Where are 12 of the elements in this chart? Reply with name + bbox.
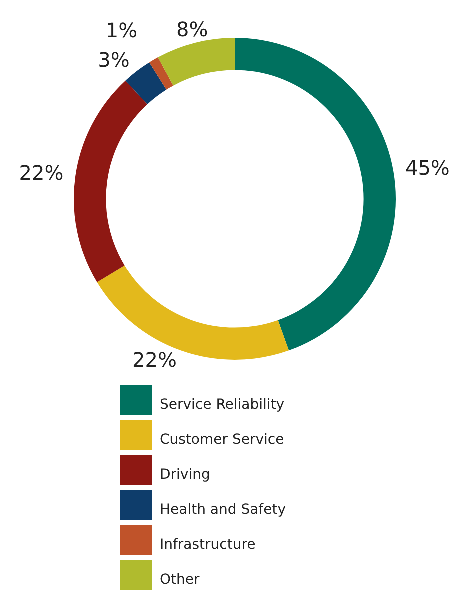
data-label: 1% [106, 18, 138, 43]
legend-label: Other [160, 572, 200, 590]
legend-label: Infrastructure [160, 537, 256, 555]
legend-label: Driving [160, 467, 210, 485]
data-label: 22% [19, 161, 64, 186]
data-label: 8% [176, 18, 208, 42]
legend-label: Health and Safety [160, 502, 286, 520]
legend-label: Service Reliability [160, 397, 285, 415]
data-label: 22% [132, 348, 177, 372]
data-label: 3% [98, 48, 130, 72]
data-label: 45% [405, 156, 450, 180]
legend-label: Customer Service [160, 432, 284, 450]
